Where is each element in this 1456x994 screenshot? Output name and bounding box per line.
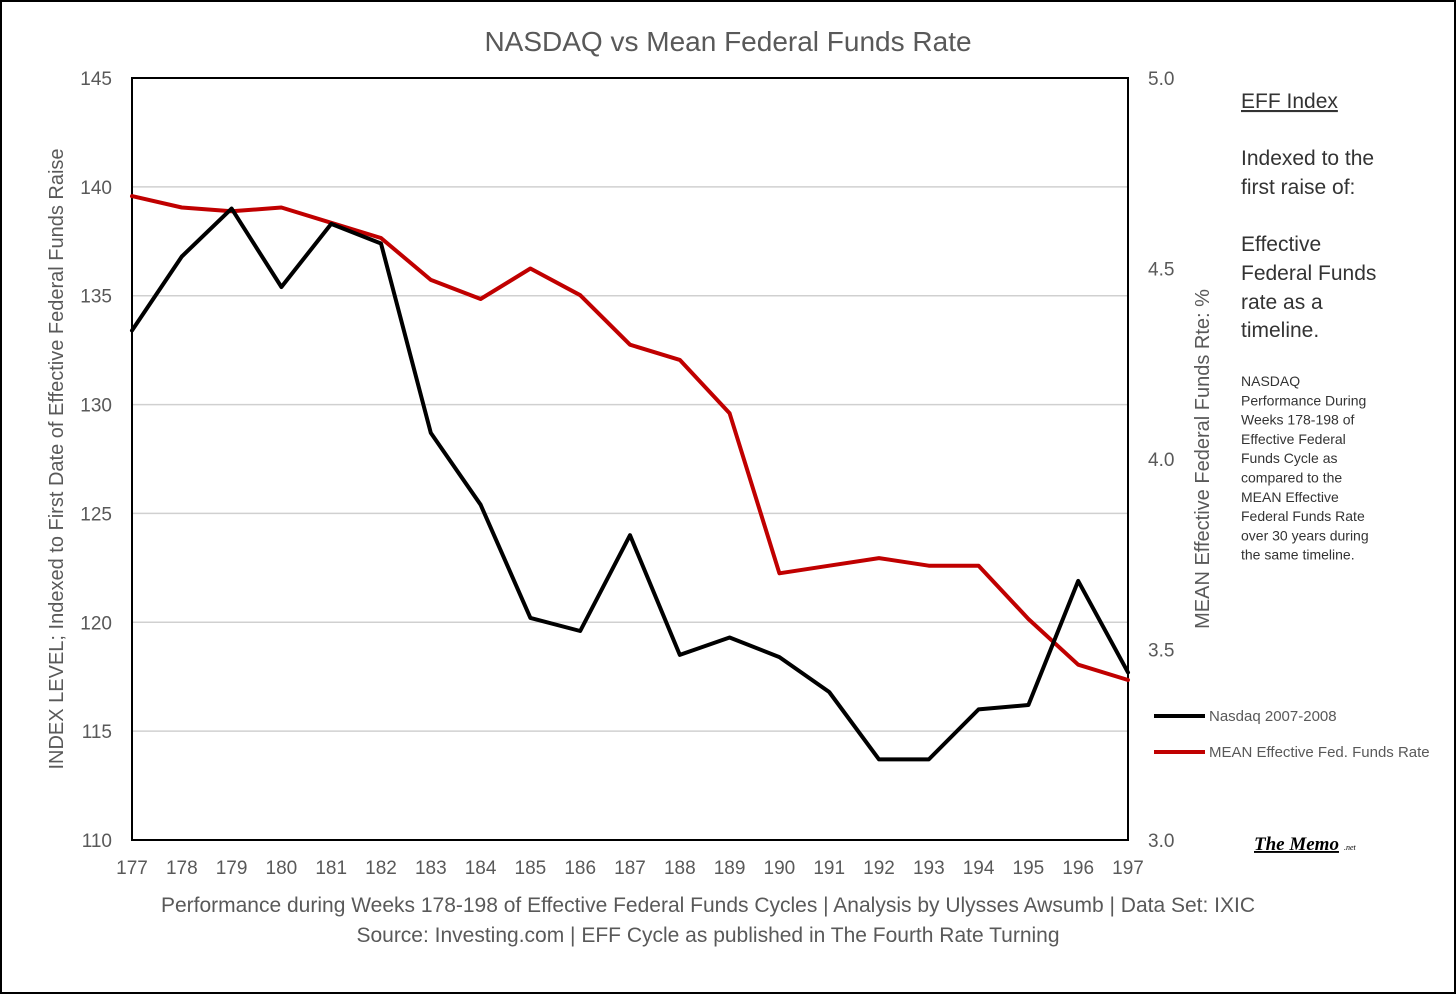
x-tick-label: 194 [963, 858, 995, 879]
x-tick-label: 197 [1112, 858, 1144, 879]
x-tick-label: 188 [664, 858, 696, 879]
side-para2-line2: Federal Funds [1241, 262, 1376, 285]
side-para1-line2: first raise of: [1241, 176, 1355, 199]
legend-label-nasdaq: Nasdaq 2007-2008 [1209, 708, 1337, 725]
gridlines [132, 77, 1128, 841]
left-tick-label: 140 [80, 178, 112, 199]
footer-line-2: Source: Investing.com | EFF Cycle as pub… [356, 924, 1059, 947]
footer-line-1: Performance during Weeks 178-198 of Effe… [161, 894, 1255, 917]
x-tick-label: 196 [1062, 858, 1094, 879]
legend: Nasdaq 2007-2008 MEAN Effective Fed. Fun… [1154, 708, 1430, 761]
side-para2-line3: rate as a [1241, 291, 1323, 314]
side-note-line: over 30 years during [1241, 527, 1369, 543]
right-axis-label: MEAN Effective Federal Funds Rte: % [1192, 289, 1214, 629]
right-tick-label: 5.0 [1148, 69, 1174, 90]
x-tick-label: 190 [764, 858, 796, 879]
side-note-line: Federal Funds Rate [1241, 508, 1365, 524]
x-tick-label: 189 [714, 858, 746, 879]
left-axis-label: INDEX LEVEL; Indexed to First Date of Ef… [46, 148, 68, 769]
right-tick-label: 3.0 [1148, 831, 1174, 852]
side-note-line: the same timeline. [1241, 547, 1355, 563]
x-tick-label: 187 [614, 858, 646, 879]
x-tick-label: 191 [813, 858, 845, 879]
x-tick-label: 193 [913, 858, 945, 879]
series-line-eff [130, 194, 1130, 682]
side-panel: EFF Index Indexed to the first raise of:… [1241, 90, 1376, 563]
left-tick-label: 135 [80, 287, 112, 308]
x-tick-label: 183 [415, 858, 447, 879]
x-tick-label: 180 [266, 858, 298, 879]
x-axis-ticks: 177 178 179 180 181 182 183 184 185 186 187 188 189 1… [116, 858, 1144, 879]
left-tick-label: 120 [80, 613, 112, 634]
x-tick-label: 178 [166, 858, 198, 879]
logo-text: The Memo [1254, 834, 1339, 855]
x-tick-label: 195 [1013, 858, 1045, 879]
side-note: NASDAQ Performance During Weeks 178-198 of… [1241, 373, 1369, 563]
left-tick-label: 110 [82, 831, 112, 852]
right-tick-label: 3.5 [1148, 641, 1174, 662]
side-note-line: Effective Federal [1241, 431, 1346, 447]
side-note-line: NASDAQ [1241, 373, 1300, 389]
x-tick-label: 186 [564, 858, 596, 879]
right-tick-label: 4.5 [1148, 260, 1174, 281]
x-tick-label: 192 [863, 858, 895, 879]
side-note-line: MEAN Effective [1241, 489, 1339, 505]
side-note-line: compared to the [1241, 470, 1342, 486]
right-tick-label: 4.0 [1148, 450, 1174, 471]
x-tick-label: 184 [465, 858, 497, 879]
x-tick-label: 179 [216, 858, 248, 879]
logo: The Memo .net [1254, 834, 1357, 855]
series-layer [130, 194, 1130, 762]
logo-suffix: .net [1344, 843, 1357, 852]
side-heading: EFF Index [1241, 90, 1338, 113]
side-note-line: Funds Cycle as [1241, 450, 1337, 466]
right-axis-ticks: 3.0 3.5 4.0 4.5 5.0 [1148, 69, 1174, 852]
series-line-nasdaq [130, 206, 1130, 762]
side-para2-line1: Effective [1241, 233, 1321, 256]
left-tick-label: 115 [82, 722, 112, 743]
left-tick-label: 145 [80, 69, 112, 90]
x-tick-label: 181 [315, 858, 347, 879]
x-tick-label: 177 [116, 858, 148, 879]
left-tick-label: 130 [80, 396, 112, 417]
side-para1-line1: Indexed to the [1241, 147, 1374, 170]
legend-label-eff: MEAN Effective Fed. Funds Rate [1209, 744, 1430, 761]
x-tick-label: 185 [515, 858, 547, 879]
x-tick-label: 182 [365, 858, 397, 879]
left-tick-label: 125 [80, 504, 112, 525]
side-note-line: Weeks 178-198 of [1241, 412, 1354, 428]
plot-area [131, 77, 1129, 841]
chart-title: NASDAQ vs Mean Federal Funds Rate [484, 26, 971, 57]
left-axis-ticks: 110 115 120 125 130 135 140 145 [80, 69, 112, 852]
side-para2-line4: timeline. [1241, 319, 1319, 342]
side-note-line: Performance During [1241, 392, 1366, 408]
